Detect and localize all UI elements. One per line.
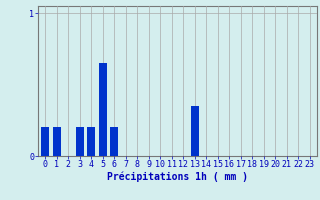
Bar (76, 127, 84, 156)
Bar (87, 127, 95, 156)
Bar (53, 127, 61, 156)
Bar (99, 63, 107, 156)
Bar (191, 106, 199, 156)
Bar (110, 127, 118, 156)
Bar (41, 127, 49, 156)
X-axis label: Précipitations 1h ( mm ): Précipitations 1h ( mm ) (107, 172, 248, 182)
